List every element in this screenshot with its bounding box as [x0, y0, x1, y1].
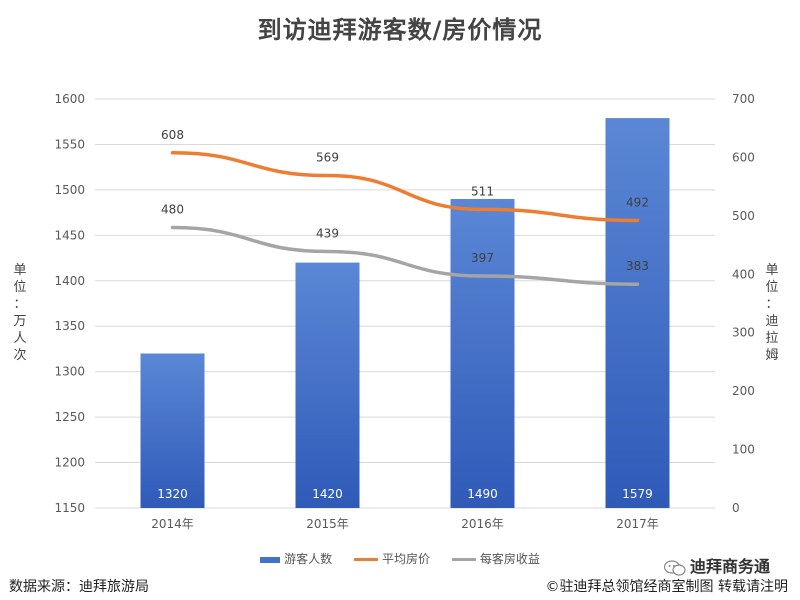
right-tick-label-2: 200	[732, 384, 755, 398]
left-tick-label-3: 1300	[54, 365, 85, 379]
legend-swatch-avg-room-price	[353, 558, 378, 561]
line-1-label-3: 383	[626, 259, 649, 273]
left-tick-label-9: 1600	[54, 92, 85, 106]
right-axis-label: 单位：迪拉姆	[765, 263, 779, 363]
left-tick-label-2: 1250	[54, 410, 85, 424]
line-1-label-2: 397	[471, 251, 494, 265]
line-0-label-3: 492	[626, 196, 649, 210]
wechat-watermark: 迪拜商务通	[663, 553, 770, 577]
legend-item-visitors: 游客人数	[260, 550, 332, 567]
line-series-1	[170, 225, 640, 286]
left-tick-label-8: 1550	[54, 137, 85, 151]
x-tick-label-1: 2015年	[306, 517, 349, 531]
x-tick-label-0: 2014年	[151, 517, 194, 531]
left-tick-label-0: 1150	[54, 501, 85, 515]
data-source: 数据来源：迪拜旅游局	[9, 579, 149, 595]
legend-label-visitors: 游客人数	[284, 552, 333, 566]
right-tick-label-7: 700	[732, 92, 755, 106]
bar-2014年	[140, 353, 205, 508]
bar-label-0: 1320	[157, 487, 188, 501]
right-tick-label-0: 0	[732, 501, 740, 515]
chart-title: 到访迪拜游客数/房价情况	[257, 16, 543, 44]
x-tick-label-3: 2017年	[616, 517, 659, 531]
left-tick-label-4: 1350	[54, 319, 85, 333]
left-tick-label-7: 1500	[54, 183, 85, 197]
left-axis-label: 单位：万人次	[13, 263, 27, 363]
right-tick-label-3: 300	[732, 326, 755, 340]
line-0-label-1: 569	[316, 151, 339, 165]
right-tick-label-6: 600	[732, 150, 755, 164]
line-series-0	[170, 151, 640, 223]
line-1-label-1: 439	[316, 226, 339, 240]
legend-item-avg-room-price: 平均房价	[353, 550, 430, 567]
line-0-label-2: 511	[471, 184, 494, 198]
wechat-icon	[663, 559, 686, 576]
right-tick-label-1: 100	[732, 443, 755, 457]
left-tick-label-5: 1400	[54, 274, 85, 288]
line-0-label-0: 608	[161, 128, 184, 142]
line-1-label-0: 480	[161, 203, 184, 217]
bar-2015年	[295, 262, 360, 508]
legend-label-avg-room-price: 平均房价	[381, 552, 430, 566]
x-tick-label-2: 2016年	[461, 517, 504, 531]
left-tick-label-1: 1200	[54, 456, 85, 470]
left-tick-label-6: 1450	[54, 228, 85, 242]
right-tick-label-4: 400	[732, 267, 755, 281]
bar-label-3: 1579	[622, 487, 653, 501]
right-tick-label-5: 500	[732, 209, 755, 223]
legend-swatch-revpar	[451, 558, 476, 561]
copyright-note: ©驻迪拜总领馆经商室制图 转载请注明	[545, 579, 788, 595]
bar-2017年	[605, 118, 670, 508]
legend-swatch-visitors	[260, 556, 281, 563]
wechat-name: 迪拜商务通	[689, 557, 770, 576]
bar-2016年	[450, 198, 515, 508]
bar-label-2: 1490	[467, 487, 498, 501]
legend-label-revpar: 每客房收益	[479, 552, 540, 566]
bar-label-1: 1420	[312, 487, 343, 501]
legend: 游客人数 平均房价 每客房收益	[0, 550, 800, 567]
legend-item-revpar: 每客房收益	[451, 550, 540, 567]
